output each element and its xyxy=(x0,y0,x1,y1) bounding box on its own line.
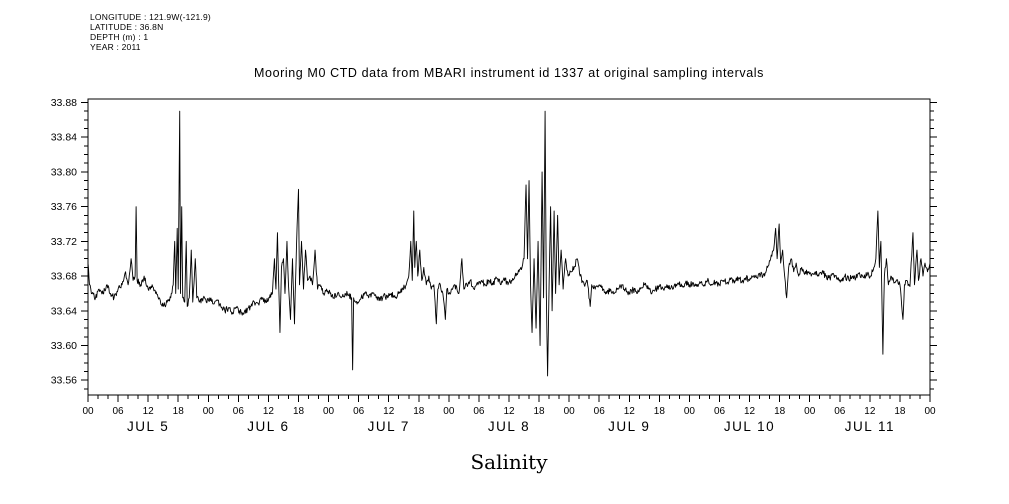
meta-year: YEAR : 2011 xyxy=(90,42,141,52)
svg-text:00: 00 xyxy=(564,406,576,417)
svg-text:33.72: 33.72 xyxy=(51,236,77,248)
svg-text:12: 12 xyxy=(143,406,155,417)
svg-text:12: 12 xyxy=(263,406,275,417)
svg-text:00: 00 xyxy=(443,406,455,417)
svg-text:18: 18 xyxy=(774,406,786,417)
svg-text:18: 18 xyxy=(894,406,906,417)
svg-text:00: 00 xyxy=(684,406,696,417)
svg-text:JUL 5: JUL 5 xyxy=(127,419,169,434)
svg-text:18: 18 xyxy=(173,406,185,417)
meta-latitude: LATITUDE : 36.8N xyxy=(90,22,164,32)
svg-text:33.56: 33.56 xyxy=(51,375,77,387)
svg-text:33.76: 33.76 xyxy=(51,201,77,213)
meta-longitude: LONGITUDE : 121.9W(-121.9) xyxy=(90,12,211,22)
svg-text:JUL 10: JUL 10 xyxy=(724,419,775,434)
axis-caption-salinity: Salinity xyxy=(470,450,548,474)
svg-text:33.60: 33.60 xyxy=(51,340,77,352)
svg-text:00: 00 xyxy=(804,406,816,417)
svg-text:06: 06 xyxy=(353,406,365,417)
svg-text:06: 06 xyxy=(233,406,245,417)
svg-text:12: 12 xyxy=(624,406,636,417)
svg-text:06: 06 xyxy=(113,406,125,417)
svg-text:00: 00 xyxy=(203,406,215,417)
station-metadata: LONGITUDE : 121.9W(-121.9) LATITUDE : 36… xyxy=(90,12,211,52)
svg-text:06: 06 xyxy=(473,406,485,417)
svg-text:00: 00 xyxy=(82,406,94,417)
svg-text:33.64: 33.64 xyxy=(51,305,77,317)
svg-text:12: 12 xyxy=(503,406,515,417)
svg-text:JUL 6: JUL 6 xyxy=(247,419,289,434)
svg-text:33.84: 33.84 xyxy=(51,132,77,144)
svg-text:06: 06 xyxy=(714,406,726,417)
svg-text:33.88: 33.88 xyxy=(51,97,77,109)
svg-text:18: 18 xyxy=(293,406,305,417)
svg-text:12: 12 xyxy=(864,406,876,417)
svg-text:00: 00 xyxy=(323,406,335,417)
svg-text:JUL 7: JUL 7 xyxy=(368,419,410,434)
svg-text:12: 12 xyxy=(383,406,395,417)
svg-text:18: 18 xyxy=(654,406,666,417)
meta-depth: DEPTH (m) : 1 xyxy=(90,32,149,42)
svg-text:06: 06 xyxy=(834,406,846,417)
svg-text:18: 18 xyxy=(413,406,425,417)
svg-text:33.68: 33.68 xyxy=(51,271,77,283)
svg-text:00: 00 xyxy=(924,406,936,417)
svg-text:33.80: 33.80 xyxy=(51,166,77,178)
chart-title: Mooring M0 CTD data from MBARI instrumen… xyxy=(254,66,764,80)
svg-text:18: 18 xyxy=(534,406,546,417)
svg-text:12: 12 xyxy=(744,406,756,417)
svg-text:JUL 9: JUL 9 xyxy=(608,419,650,434)
svg-text:06: 06 xyxy=(594,406,606,417)
svg-text:JUL 11: JUL 11 xyxy=(845,419,895,434)
svg-text:JUL 8: JUL 8 xyxy=(488,419,530,434)
